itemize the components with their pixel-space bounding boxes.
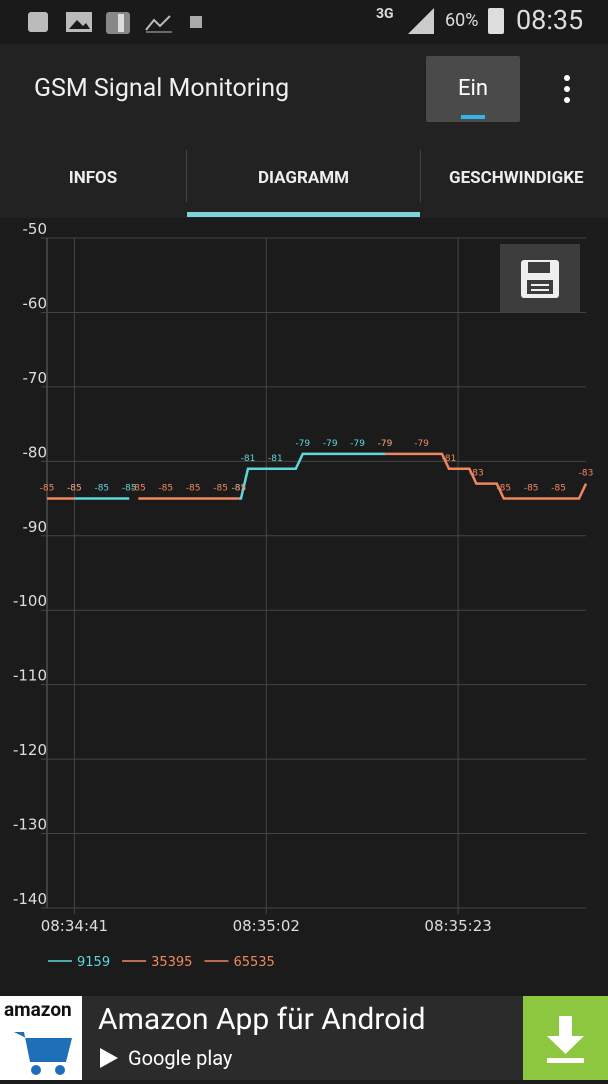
- data-label: -85: [158, 484, 173, 494]
- tab-divider: [420, 150, 421, 202]
- data-label: -79: [350, 439, 365, 449]
- signal-icon: [408, 8, 434, 34]
- tab[interactable]: INFOS: [68, 168, 118, 188]
- ad-brand: amazon: [4, 998, 72, 1021]
- series-line: [385, 452, 588, 500]
- data-label: -85: [524, 484, 539, 494]
- clock: 08:35: [516, 4, 584, 36]
- data-label: -85: [231, 484, 246, 494]
- save-button[interactable]: [500, 244, 580, 312]
- data-label: -81: [268, 454, 283, 464]
- data-label: -83: [579, 469, 594, 479]
- tab[interactable]: DIAGRAMM: [257, 168, 350, 188]
- data-label: -85: [213, 484, 228, 494]
- tab-indicator: [187, 212, 420, 217]
- data-label: -85: [496, 484, 511, 494]
- y-tick-label: -50: [23, 220, 48, 238]
- ad-logo[interactable]: amazon: [0, 996, 82, 1080]
- y-tick-label: -60: [23, 294, 48, 312]
- y-tick-label: -70: [23, 369, 48, 387]
- data-label: -85: [67, 484, 82, 494]
- toggle-indicator: [461, 115, 485, 119]
- data-label: -83: [469, 469, 484, 479]
- ad-title[interactable]: Amazon App für Android: [98, 1002, 426, 1037]
- battery-level: 60%: [445, 10, 479, 31]
- save-icon: [521, 260, 559, 298]
- x-tick-label: 08:34:41: [41, 917, 108, 935]
- data-label: -85: [231, 484, 246, 494]
- series-line: [74, 452, 386, 500]
- chart: -140 -130 -120 -110 -100 -90 -80 -70 -60 -50 08:34…: [13, 220, 594, 970]
- tab-divider: [186, 150, 187, 202]
- tab[interactable]: GESCHWINDIGKE: [449, 168, 584, 188]
- data-label: -79: [323, 439, 338, 449]
- data-label: -81: [442, 454, 457, 464]
- data-label: -85: [40, 484, 55, 494]
- y-tick-label: -110: [13, 667, 47, 685]
- legend-label: 35395: [151, 955, 192, 970]
- x-tick-label: 08:35:23: [424, 917, 491, 935]
- legend-label: 65535: [233, 955, 274, 970]
- data-label: -85: [131, 484, 146, 494]
- data-label: -85: [94, 484, 109, 494]
- ad-download[interactable]: [523, 996, 608, 1080]
- y-tick-label: -90: [23, 518, 48, 536]
- status-bar: 3G 60% 08:35: [0, 0, 608, 44]
- data-label: -79: [378, 439, 393, 449]
- ad-store[interactable]: Google play: [128, 1046, 233, 1070]
- battery-icon: [488, 8, 504, 34]
- app-title: GSM Signal Monitoring: [34, 74, 290, 103]
- data-label: -85: [551, 484, 566, 494]
- network-type: 3G: [376, 6, 394, 22]
- x-tick-label: 08:35:02: [233, 917, 300, 935]
- data-label: -85: [67, 484, 82, 494]
- y-tick-label: -120: [13, 741, 47, 759]
- y-tick-label: -80: [23, 443, 48, 461]
- data-label: -81: [241, 454, 256, 464]
- data-label: -85: [186, 484, 201, 494]
- data-label: -79: [295, 439, 310, 449]
- data-label: -79: [414, 439, 429, 449]
- data-label: -85: [122, 484, 137, 494]
- legend-label: 9159: [77, 955, 110, 970]
- toggle-button[interactable]: Ein: [426, 56, 520, 122]
- play-icon: [100, 1048, 118, 1068]
- notification-icons: [28, 12, 202, 34]
- y-tick-label: -100: [13, 592, 47, 610]
- overflow-menu[interactable]: [560, 74, 574, 106]
- y-tick-label: -140: [13, 890, 47, 908]
- data-label: -79: [378, 439, 393, 449]
- download-icon: [547, 1016, 584, 1063]
- y-tick-label: -130: [13, 816, 47, 834]
- cart-icon: [14, 1032, 72, 1075]
